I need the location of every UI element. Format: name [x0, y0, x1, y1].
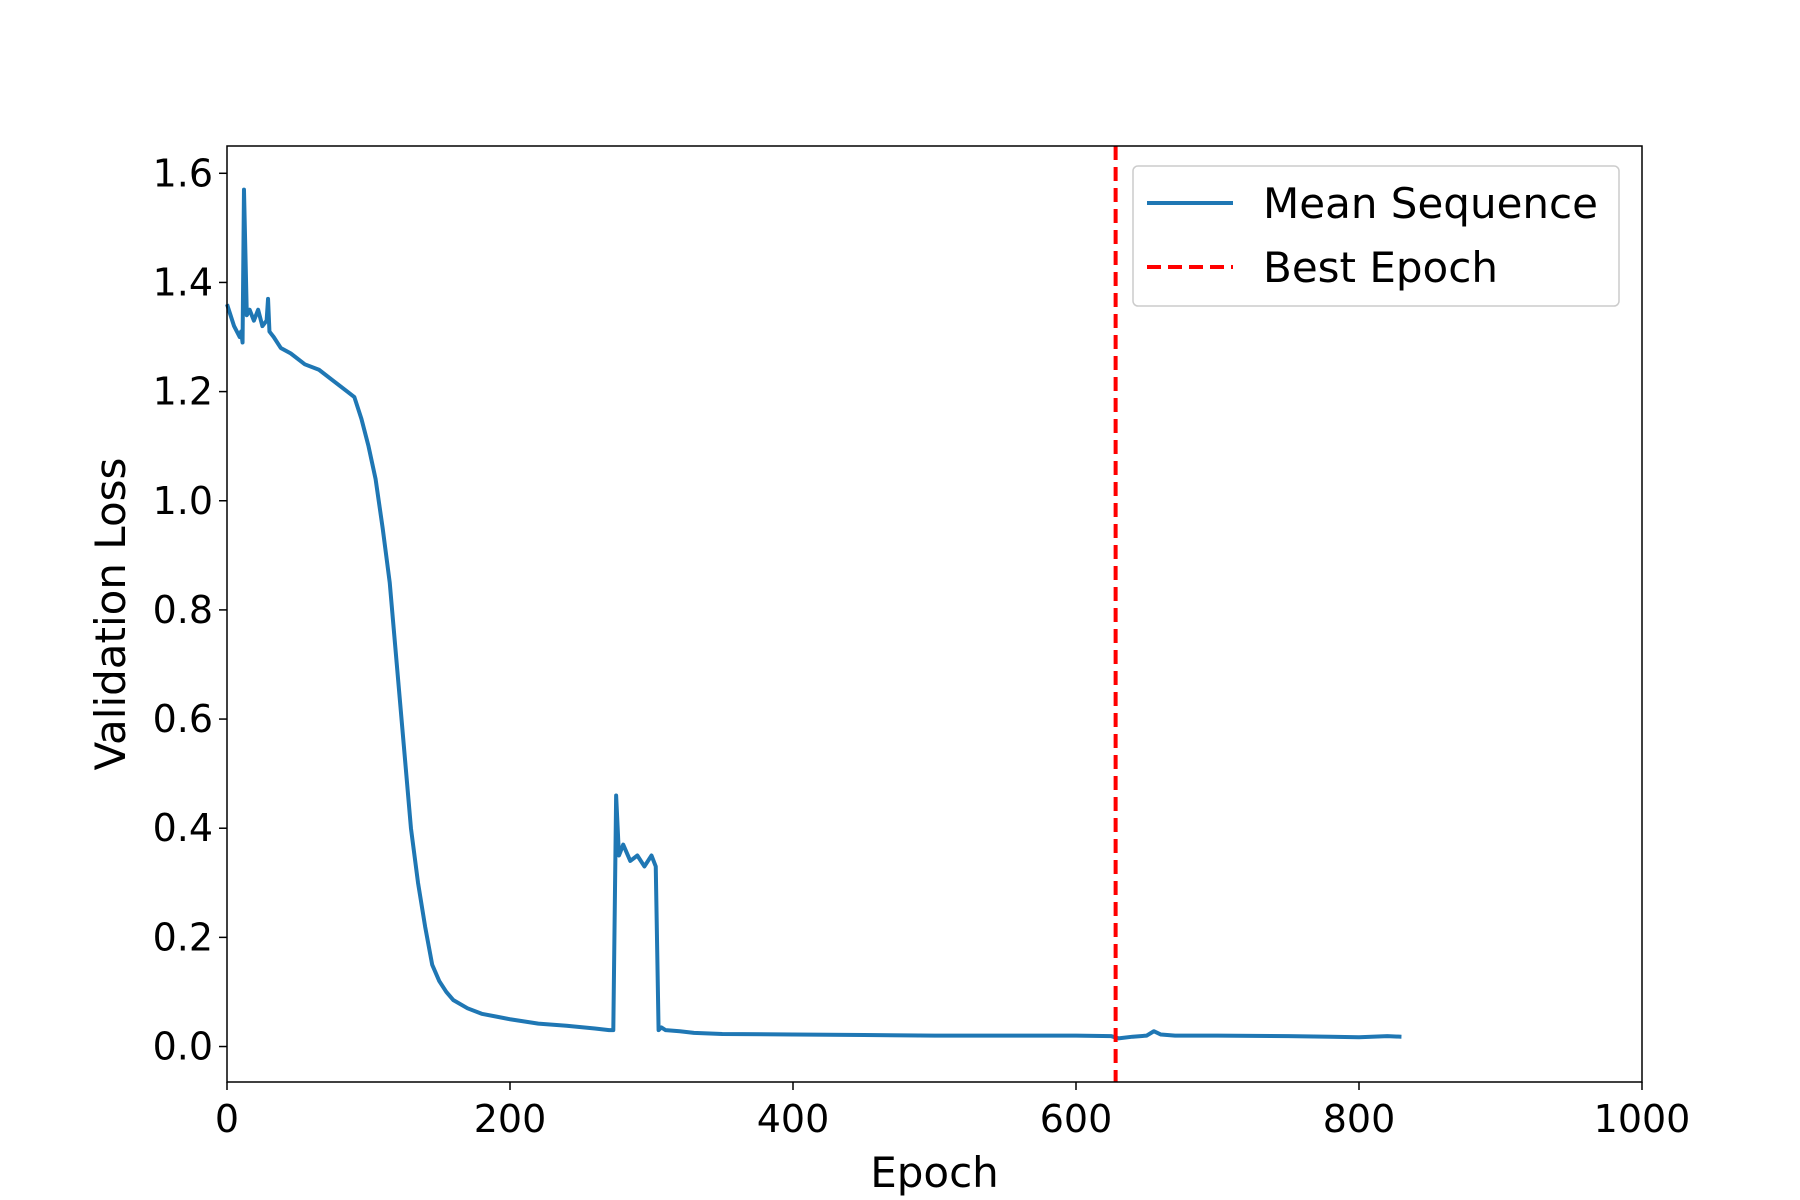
x-tick-label: 0 [215, 1097, 239, 1141]
y-tick-label: 1.2 [153, 370, 213, 414]
y-tick-label: 1.4 [153, 260, 213, 304]
legend-box [1132, 165, 1620, 307]
x-axis-label: Epoch [870, 1148, 999, 1197]
x-tick-label: 600 [1040, 1097, 1113, 1141]
y-axis-ticks: 0.0 0.2 0.4 0.6 0.8 1.0 1.2 1.4 1.6 [153, 151, 227, 1069]
plot-area [225, 146, 1402, 1082]
y-tick-label: 0.0 [153, 1025, 213, 1069]
x-tick-label: 400 [757, 1097, 830, 1141]
x-tick-label: 1000 [1594, 1097, 1691, 1141]
y-tick-label: 1.0 [153, 479, 213, 523]
legend-label-best-epoch: Best Epoch [1263, 243, 1498, 292]
x-tick-label: 200 [474, 1097, 547, 1141]
legend: Mean Sequence Best Epoch [1132, 165, 1620, 307]
axes-frame [226, 145, 1643, 1083]
y-tick-label: 0.6 [153, 697, 213, 741]
mean-sequence-line [225, 187, 1402, 1041]
y-tick-label: 0.4 [153, 806, 213, 850]
y-axis-label: Validation Loss [86, 458, 135, 771]
x-axis-ticks: 0 200 400 600 800 1000 [215, 1082, 1690, 1141]
y-tick-label: 0.8 [153, 588, 213, 632]
x-tick-label: 800 [1323, 1097, 1396, 1141]
y-tick-label: 0.2 [153, 915, 213, 959]
y-tick-label: 1.6 [153, 151, 213, 195]
legend-label-mean-sequence: Mean Sequence [1263, 179, 1598, 228]
